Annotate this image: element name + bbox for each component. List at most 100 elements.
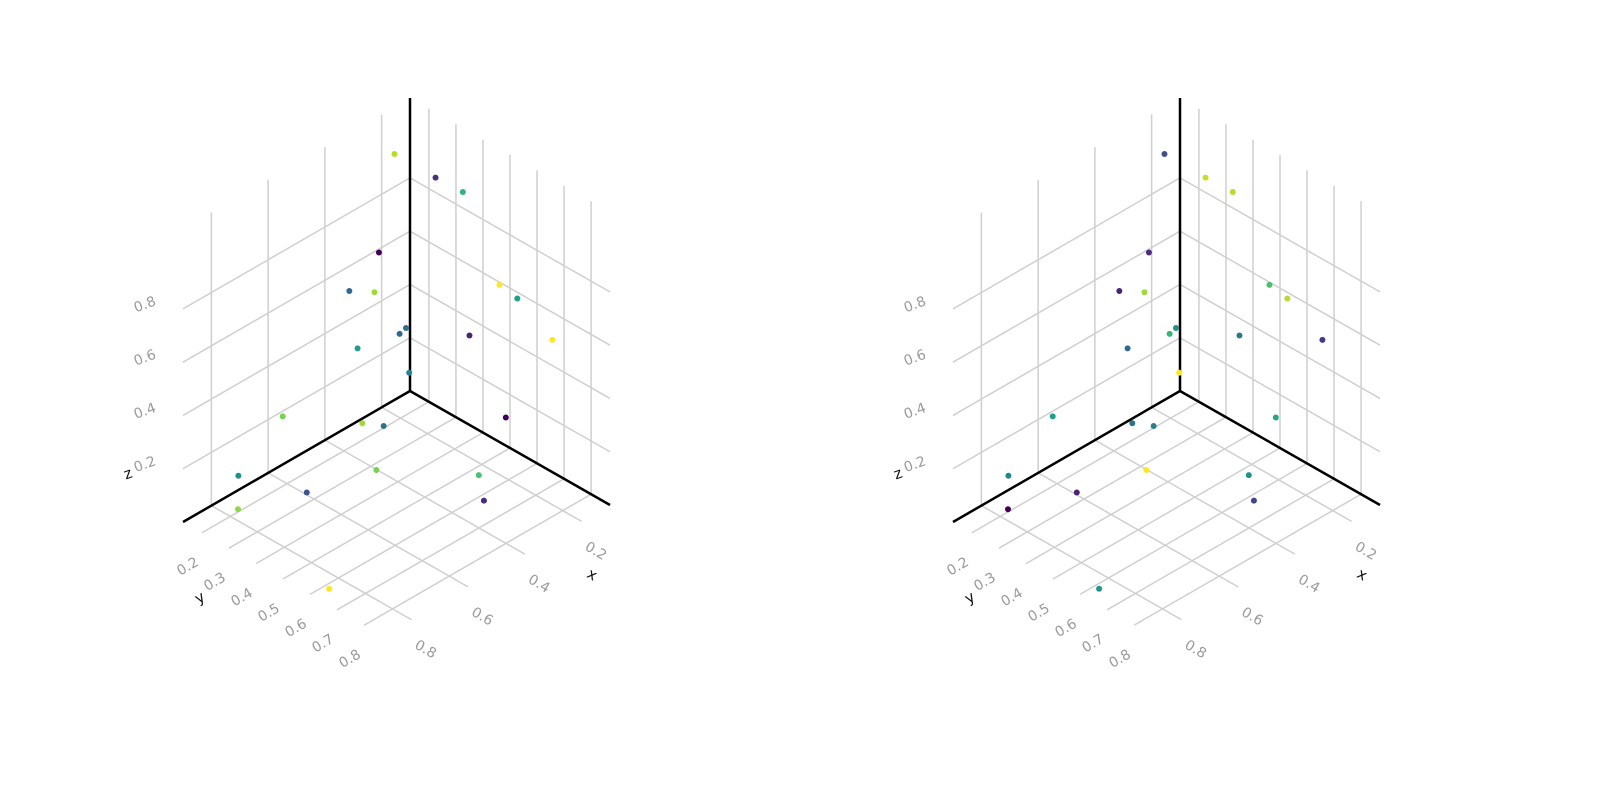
y-axis-label: y: [191, 587, 208, 607]
point: [402, 325, 409, 332]
grid-line: [228, 416, 457, 549]
grid-line: [409, 337, 611, 453]
z-axis-label: z: [891, 464, 905, 484]
grid-line: [409, 177, 611, 293]
point: [1145, 249, 1152, 256]
z-tick-label: 0.4: [132, 400, 158, 423]
x-axis-label: x: [1354, 565, 1371, 585]
z-tick-label: 0.8: [902, 294, 928, 317]
grid-line: [1079, 462, 1308, 596]
point: [1236, 332, 1243, 339]
point: [1116, 287, 1123, 294]
z-tick-label: 0.6: [132, 347, 158, 370]
grid-line: [409, 230, 611, 346]
z-tick-label: 0.2: [132, 453, 158, 476]
point: [371, 289, 378, 296]
point: [279, 413, 286, 420]
point: [1284, 295, 1291, 302]
point: [1250, 497, 1257, 504]
grid-line: [1179, 283, 1381, 400]
z-tick-label: 0.6: [902, 347, 928, 370]
x-axis-label: x: [584, 565, 601, 585]
point: [1161, 150, 1168, 157]
point: [1073, 489, 1080, 496]
grid-line: [1106, 478, 1335, 611]
point: [380, 422, 387, 429]
grid-line: [255, 431, 484, 565]
z-tick-label: 0.2: [902, 453, 928, 476]
grid-line: [363, 493, 592, 626]
y-tick-label: 0.7: [309, 631, 336, 656]
x-tick-label: 0.4: [525, 572, 552, 597]
grid-line: [182, 283, 411, 417]
y-axis: [409, 389, 611, 507]
point: [1272, 414, 1279, 421]
grid-line: [182, 337, 411, 470]
y-tick-label: 0.6: [1052, 616, 1079, 641]
y-tick-label: 0.2: [174, 554, 201, 579]
grid-line: [1025, 431, 1254, 565]
point: [1049, 413, 1056, 420]
y-tick-label: 0.4: [998, 585, 1025, 610]
y-axis: [1179, 389, 1381, 507]
x-axis: [952, 389, 1181, 524]
point: [432, 174, 439, 181]
x-tick-label: 0.8: [412, 637, 439, 662]
point: [396, 330, 403, 337]
point: [1245, 472, 1252, 479]
point: [1166, 330, 1173, 337]
point: [375, 249, 382, 256]
x-tick-label: 0.6: [468, 604, 495, 629]
x-tick-label: 0.4: [1295, 572, 1322, 597]
point: [406, 369, 413, 376]
y-tick-label: 0.7: [1079, 631, 1106, 656]
grid-line: [952, 283, 1181, 417]
point: [326, 585, 333, 592]
point: [1124, 345, 1131, 352]
y-tick-label: 0.8: [336, 647, 363, 672]
grid-line: [182, 230, 411, 363]
plot-3d: 0.20.40.60.80.20.30.40.50.60.70.80.20.40…: [891, 98, 1381, 672]
point: [514, 295, 521, 302]
grid-line: [1179, 230, 1381, 346]
z-tick-label: 0.4: [902, 400, 928, 423]
point: [1004, 506, 1011, 513]
z-tick-label: 0.8: [132, 294, 158, 317]
point: [549, 336, 556, 343]
point: [354, 345, 361, 352]
y-tick-label: 0.3: [971, 570, 998, 595]
point: [1202, 174, 1209, 181]
point: [466, 332, 473, 339]
point: [1129, 420, 1136, 427]
grid-line: [409, 283, 611, 400]
point: [1319, 336, 1326, 343]
y-axis-label: y: [961, 587, 978, 607]
grid-line: [1052, 447, 1281, 580]
grid-line: [336, 478, 565, 611]
y-tick-label: 0.2: [944, 554, 971, 579]
point: [459, 189, 466, 196]
point: [235, 472, 242, 479]
grid-line: [1179, 177, 1381, 293]
x-tick-label: 0.2: [1352, 539, 1379, 564]
point: [1005, 472, 1012, 479]
y-tick-label: 0.8: [1106, 647, 1133, 672]
point: [373, 467, 380, 474]
grid-line: [952, 177, 1181, 310]
grid-line: [1179, 337, 1381, 453]
point: [1266, 281, 1273, 288]
point: [303, 489, 310, 496]
grid-line: [201, 401, 430, 534]
point: [1172, 325, 1179, 332]
x-tick-label: 0.6: [1238, 604, 1265, 629]
point: [1229, 189, 1236, 196]
point: [475, 472, 482, 479]
y-tick-label: 0.3: [201, 570, 228, 595]
y-tick-label: 0.5: [255, 601, 282, 626]
z-axis-label: z: [121, 464, 135, 484]
point: [359, 420, 366, 427]
point: [391, 150, 398, 157]
point: [346, 287, 353, 294]
point: [234, 506, 241, 513]
